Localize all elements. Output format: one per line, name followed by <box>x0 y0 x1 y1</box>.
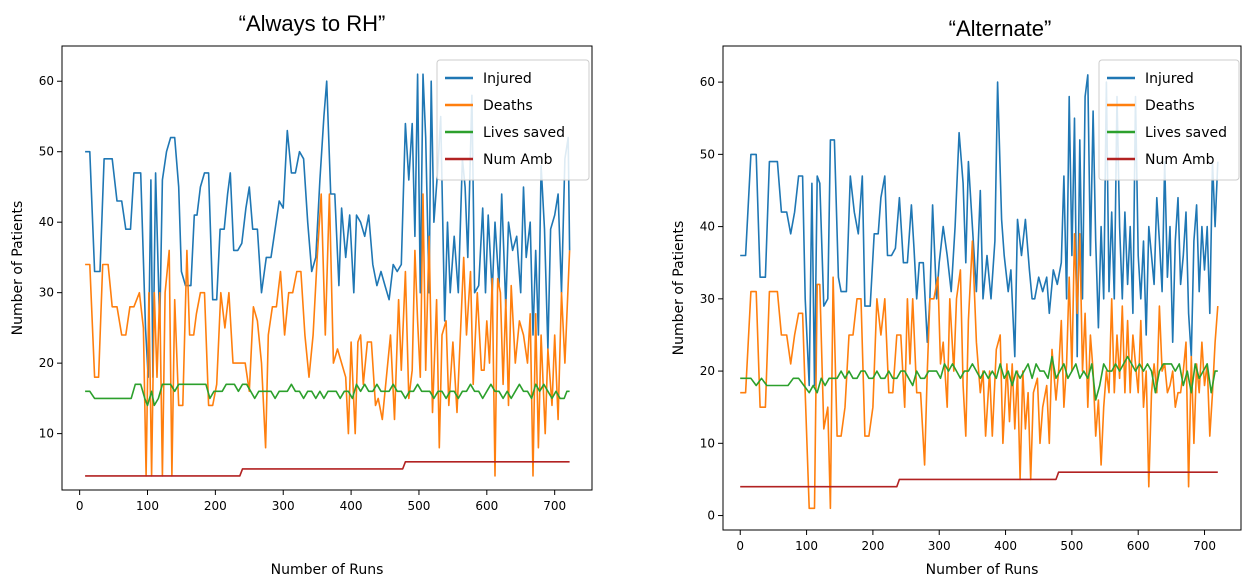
series-line-injured <box>740 74 1219 387</box>
x-tick-label: 500 <box>1060 539 1083 553</box>
series-line-injured <box>85 73 571 378</box>
x-tick-label: 100 <box>136 499 159 513</box>
legend-label: Num Amb <box>483 152 553 168</box>
plot-frame <box>61 45 593 491</box>
x-tick-label: 700 <box>1193 539 1216 553</box>
y-axis-label: Number of Patients <box>671 221 687 356</box>
x-tick-label: 300 <box>272 499 295 513</box>
y-tick-label: 50 <box>39 145 54 159</box>
legend-label: Injured <box>483 71 532 87</box>
y-tick-label: 30 <box>700 292 715 306</box>
y-axis-label: Number of Patients <box>10 201 26 336</box>
x-tick-label: 0 <box>76 499 84 513</box>
y-tick-label: 40 <box>39 215 54 229</box>
x-tick-label: 400 <box>340 499 363 513</box>
y-tick-label: 0 <box>707 509 715 523</box>
chart-2: “Alternate” 0 100 200 300 400 500 600 700 0 10 20 30… <box>671 16 1242 578</box>
x-tick-label: 300 <box>928 539 951 553</box>
series-line-num-amb <box>740 471 1218 488</box>
legend-label: Injured <box>1145 71 1194 87</box>
y-tick-label: 40 <box>700 220 715 234</box>
legend-label: Lives saved <box>1145 125 1227 141</box>
x-tick-label: 200 <box>204 499 227 513</box>
legend-label: Num Amb <box>1145 152 1215 168</box>
plot-frame <box>722 45 1242 531</box>
legend: Injured Deaths Lives saved Num Amb <box>436 59 590 181</box>
x-tick-label: 0 <box>736 539 744 553</box>
x-tick-label: 100 <box>795 539 818 553</box>
legend-label: Deaths <box>1145 98 1195 114</box>
series-line-deaths <box>85 193 571 477</box>
legend-box <box>436 59 590 181</box>
y-tick-label: 20 <box>39 356 54 370</box>
x-tick-label: 400 <box>994 539 1017 553</box>
chart-1: “Always to RH” 0 100 200 300 400 500 600 700 10 20… <box>10 11 593 578</box>
y-tick-label: 20 <box>700 364 715 378</box>
y-tick-label: 10 <box>700 436 715 450</box>
x-tick-label: 600 <box>475 499 498 513</box>
y-tick-label: 60 <box>700 75 715 89</box>
chart-title: “Alternate” <box>949 16 1052 41</box>
series-line-deaths <box>740 233 1219 510</box>
series-line-lives-saved <box>740 355 1218 401</box>
x-tick-label: 600 <box>1127 539 1150 553</box>
legend: Injured Deaths Lives saved Num Amb <box>1098 59 1240 181</box>
y-tick-label: 60 <box>39 74 54 88</box>
y-tick-label: 50 <box>700 147 715 161</box>
x-tick-label: 200 <box>861 539 884 553</box>
x-axis-label: Number of Runs <box>271 562 384 578</box>
legend-label: Deaths <box>483 98 533 114</box>
legend-box <box>1098 59 1240 181</box>
y-tick-label: 10 <box>39 427 54 441</box>
chart-title: “Always to RH” <box>239 11 386 36</box>
x-axis-label: Number of Runs <box>926 562 1039 578</box>
y-tick-label: 30 <box>39 286 54 300</box>
legend-label: Lives saved <box>483 125 565 141</box>
x-tick-label: 700 <box>543 499 566 513</box>
series-line-num-amb <box>85 461 570 477</box>
series-line-lives-saved <box>85 383 570 407</box>
x-tick-label: 500 <box>407 499 430 513</box>
